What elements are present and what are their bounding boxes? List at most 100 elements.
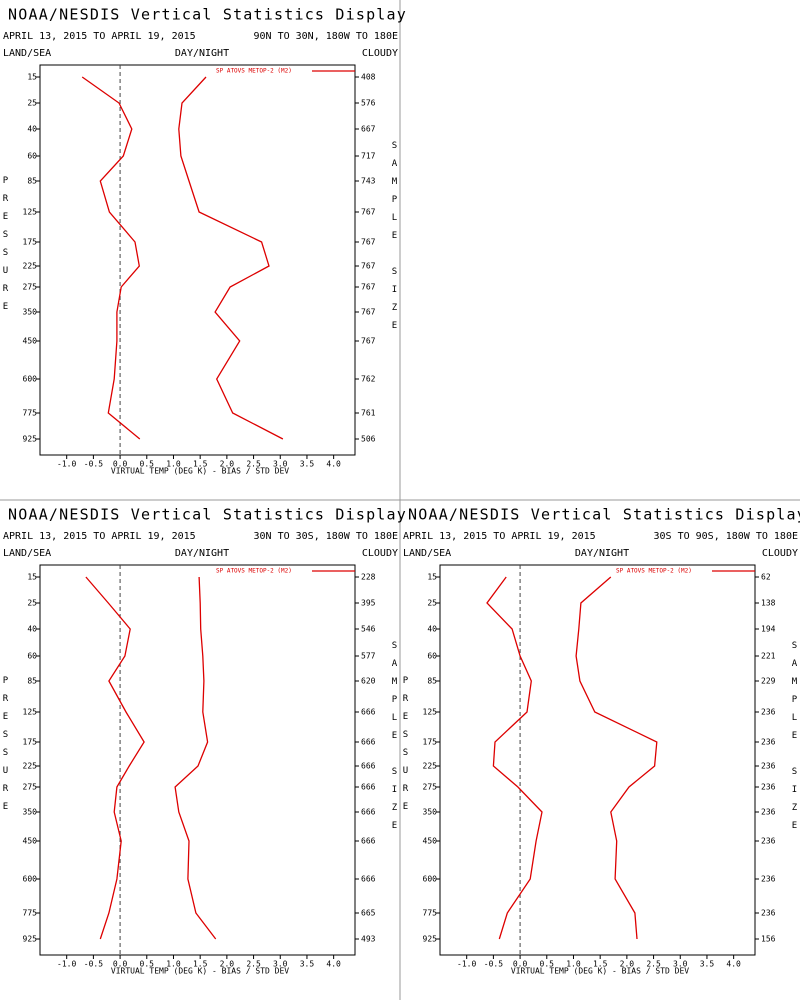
- y-tick-label: 225: [23, 762, 38, 771]
- y-tick-label: 925: [423, 935, 438, 944]
- sample-size: 138: [761, 599, 776, 608]
- y-tick-label: 15: [27, 573, 37, 582]
- y-tick-label: 85: [27, 177, 37, 186]
- panel: NOAA/NESDIS Vertical Statistics Display A…: [401, 506, 800, 976]
- x-tick-label: 1.0: [166, 460, 181, 469]
- sample-size: 228: [361, 573, 376, 582]
- sample-size: 767: [361, 262, 376, 271]
- x-axis-label: VIRTUAL TEMP (DEG K) - BIAS / STD DEV: [111, 967, 289, 976]
- y-tick-label: 350: [423, 808, 438, 817]
- sample-size: 762: [361, 375, 376, 384]
- panel-title: NOAA/NESDIS Vertical Statistics Display: [8, 6, 407, 24]
- panel: NOAA/NESDIS Vertical Statistics Display A…: [1, 506, 407, 976]
- y-axis-label: PRESSURE: [1, 176, 11, 320]
- sample-size: 506: [361, 435, 376, 444]
- y-tick-label: 225: [423, 762, 438, 771]
- y-tick-label: 40: [27, 125, 37, 134]
- profile-line: [178, 76, 284, 440]
- y-tick-label: 350: [23, 308, 38, 317]
- y-tick-label: 600: [423, 875, 438, 884]
- sample-size: 767: [361, 337, 376, 346]
- y2-axis-label: SAMPLE SIZE: [790, 641, 800, 839]
- y-tick-label: 85: [27, 677, 37, 686]
- legend-label: SP ATOVS METOP-2 (M2): [216, 568, 292, 575]
- sample-size: 236: [761, 875, 776, 884]
- y-tick-label: 450: [23, 837, 38, 846]
- y2-axis-label: SAMPLE SIZE: [390, 641, 400, 839]
- sample-size: 666: [361, 837, 376, 846]
- sample-size: 761: [361, 409, 376, 418]
- day-night: DAY/NIGHT: [175, 48, 229, 59]
- x-tick-label: 3.0: [673, 960, 688, 969]
- x-tick-label: 2.0: [620, 960, 635, 969]
- sample-size: 546: [361, 625, 376, 634]
- x-tick-label: 0.5: [540, 960, 555, 969]
- sample-size: 666: [361, 808, 376, 817]
- sample-size: 229: [761, 677, 776, 686]
- profile-line: [174, 576, 217, 940]
- day-night: DAY/NIGHT: [575, 548, 629, 559]
- y-tick-label: 25: [27, 599, 37, 608]
- cloudy: CLOUDY: [362, 48, 398, 59]
- sample-size: 666: [361, 875, 376, 884]
- sample-size: 767: [361, 283, 376, 292]
- y-tick-label: 25: [27, 99, 37, 108]
- y-tick-label: 60: [27, 152, 37, 161]
- sample-size: 666: [361, 708, 376, 717]
- y-axis-label: PRESSURE: [401, 676, 411, 820]
- x-tick-label: 2.5: [246, 460, 261, 469]
- y-tick-label: 175: [423, 738, 438, 747]
- plot-frame: [439, 564, 756, 956]
- sample-size: 493: [361, 935, 376, 944]
- x-tick-label: -1.0: [457, 960, 476, 969]
- y-tick-label: 25: [427, 599, 437, 608]
- plot-frame: [39, 64, 356, 456]
- sample-size: 221: [761, 652, 776, 661]
- x-tick-label: 1.0: [166, 960, 181, 969]
- sample-size: 236: [761, 837, 776, 846]
- x-tick-label: 3.0: [273, 960, 288, 969]
- y-tick-label: 60: [427, 652, 437, 661]
- sample-size: 767: [361, 238, 376, 247]
- x-tick-label: 3.5: [300, 960, 315, 969]
- y-tick-label: 350: [23, 808, 38, 817]
- sample-size: 236: [761, 708, 776, 717]
- sample-size: 194: [761, 625, 776, 634]
- y-tick-label: 450: [423, 837, 438, 846]
- x-tick-label: 0.0: [113, 960, 128, 969]
- x-axis-label: VIRTUAL TEMP (DEG K) - BIAS / STD DEV: [511, 967, 689, 976]
- day-night: DAY/NIGHT: [175, 548, 229, 559]
- x-tick-label: 4.0: [326, 960, 341, 969]
- x-tick-label: -0.5: [84, 460, 103, 469]
- x-axis-label: VIRTUAL TEMP (DEG K) - BIAS / STD DEV: [111, 467, 289, 476]
- sample-size: 236: [761, 738, 776, 747]
- region: 90N TO 30N, 180W TO 180E: [254, 31, 399, 42]
- profile-line: [81, 76, 141, 440]
- panel-title: NOAA/NESDIS Vertical Statistics Display: [8, 506, 407, 524]
- sample-size: 743: [361, 177, 376, 186]
- cloudy: CLOUDY: [362, 548, 398, 559]
- sample-size: 156: [761, 935, 776, 944]
- sample-size: 577: [361, 652, 376, 661]
- sample-size: 236: [761, 762, 776, 771]
- sample-size: 665: [361, 909, 376, 918]
- sample-size: 395: [361, 599, 376, 608]
- x-tick-label: 4.0: [726, 960, 741, 969]
- sample-size: 666: [361, 738, 376, 747]
- x-tick-label: -1.0: [57, 460, 76, 469]
- y-tick-label: 15: [427, 573, 437, 582]
- y-tick-label: 60: [27, 652, 37, 661]
- sample-size: 767: [361, 208, 376, 217]
- y-tick-label: 775: [23, 909, 38, 918]
- sample-size: 767: [361, 308, 376, 317]
- profile-line: [575, 576, 658, 940]
- y-tick-label: 85: [427, 677, 437, 686]
- sample-size: 620: [361, 677, 376, 686]
- region: 30S TO 90S, 180W TO 180E: [654, 531, 799, 542]
- y-tick-label: 175: [23, 238, 38, 247]
- x-tick-label: 2.0: [220, 460, 235, 469]
- x-tick-label: 2.5: [246, 960, 261, 969]
- y-tick-label: 125: [23, 708, 38, 717]
- sample-size: 236: [761, 909, 776, 918]
- y-tick-label: 125: [23, 208, 38, 217]
